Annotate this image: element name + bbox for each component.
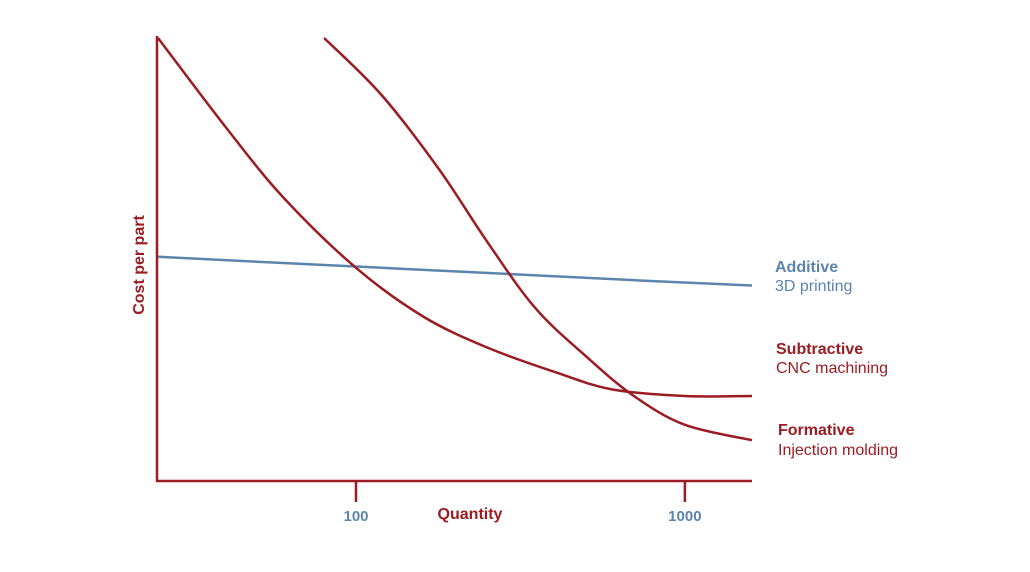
legend-formative-description: Injection molding: [778, 442, 898, 459]
axes: [155, 36, 752, 483]
series-line-subtractive: [157, 37, 753, 398]
legend-subtractive-description: CNC machining: [776, 360, 888, 377]
series-line-additive: [157, 255, 753, 287]
series-layer: [157, 37, 753, 442]
legend-subtractive-name: Subtractive: [776, 341, 863, 358]
x-tick-label-100: 100: [343, 508, 368, 525]
x-axis-title: Quantity: [438, 506, 503, 523]
y-axis-title: Cost per part: [131, 215, 148, 315]
legend-additive-description: 3D printing: [775, 278, 852, 295]
legend-additive-name: Additive: [775, 259, 838, 276]
legend: Additive 3D printing Subtractive CNC mac…: [775, 259, 898, 459]
x-ticks: 100 1000: [343, 481, 702, 525]
legend-formative-name: Formative: [778, 422, 855, 439]
x-tick-label-1000: 1000: [668, 508, 701, 525]
series-line-formative: [323, 37, 753, 442]
